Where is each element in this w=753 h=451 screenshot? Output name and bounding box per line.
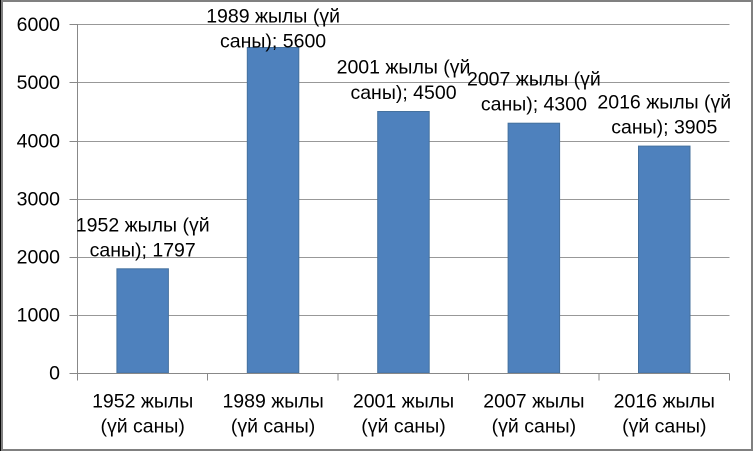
svg-text:3000: 3000 (17, 188, 61, 210)
svg-text:1989 жылы: 1989 жылы (222, 391, 323, 413)
svg-text:2016 жылы (үй: 2016 жылы (үй (597, 92, 731, 114)
svg-text:2007 жылы: 2007 жылы (483, 391, 584, 413)
svg-text:1952 жылы: 1952 жылы (92, 391, 193, 413)
svg-text:5000: 5000 (17, 72, 61, 94)
svg-text:1989 жылы (үй: 1989 жылы (үй (206, 6, 340, 28)
svg-text:2016 жылы: 2016 жылы (614, 391, 715, 413)
svg-text:саны); 5600: саны); 5600 (220, 31, 326, 53)
svg-text:1952 жылы (үй: 1952 жылы (үй (76, 214, 210, 236)
svg-text:2007 жылы (үй: 2007 жылы (үй (467, 69, 601, 91)
svg-text:6000: 6000 (17, 14, 61, 36)
svg-text:2001 жылы: 2001 жылы (353, 391, 454, 413)
svg-text:саны); 4300: саны); 4300 (481, 94, 587, 116)
svg-text:(үй саны): (үй саны) (361, 416, 445, 438)
svg-text:(үй саны): (үй саны) (231, 416, 315, 438)
svg-text:0: 0 (49, 362, 60, 384)
svg-text:2001 жылы (үй: 2001 жылы (үй (337, 57, 471, 79)
svg-text:(үй саны): (үй саны) (100, 416, 184, 438)
svg-text:(үй саны): (үй саны) (622, 416, 706, 438)
svg-text:4000: 4000 (17, 130, 61, 152)
svg-text:саны); 3905: саны); 3905 (611, 117, 717, 139)
svg-text:саны); 4500: саны); 4500 (350, 82, 456, 104)
svg-text:саны); 1797: саны); 1797 (90, 239, 196, 261)
svg-text:(үй саны): (үй саны) (492, 416, 576, 438)
svg-text:2000: 2000 (17, 246, 61, 268)
svg-text:1000: 1000 (17, 304, 61, 326)
